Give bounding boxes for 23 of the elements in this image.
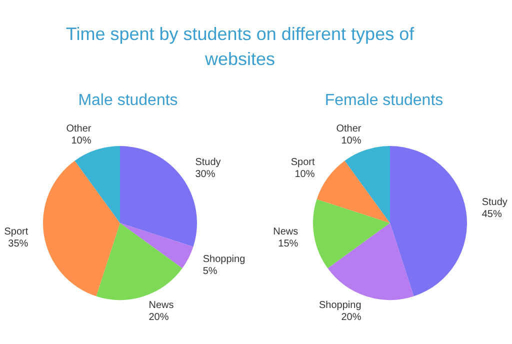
- data-label: 30%: [195, 169, 216, 180]
- slice-label: Other: [66, 123, 92, 134]
- data-label: 10%: [71, 135, 92, 146]
- text: Time spent by students on different types of websites: [64, 23, 416, 71]
- data-label: 10%: [294, 169, 315, 180]
- slice-label: News: [148, 300, 174, 312]
- slice-label: News: [273, 226, 298, 238]
- slice-label: Shopping: [202, 254, 246, 265]
- slice-label: Study: [482, 197, 508, 208]
- data-label: 20%: [148, 312, 169, 324]
- data-label: 5%: [202, 266, 218, 277]
- slice-label: Other: [336, 123, 362, 134]
- chart-title: Female students: [324, 92, 444, 111]
- slice-label: Sport: [4, 226, 28, 238]
- slice-label: Sport: [290, 157, 315, 168]
- slice-label: Study: [195, 157, 221, 168]
- data-label: 35%: [8, 238, 28, 250]
- data-label: 45%: [482, 209, 502, 220]
- data-label: 20%: [341, 312, 362, 324]
- data-label: 10%: [341, 135, 362, 146]
- slice-label: Shopping: [318, 300, 362, 312]
- chart-title: Male students: [77, 92, 179, 111]
- data-label: 15%: [278, 238, 298, 250]
